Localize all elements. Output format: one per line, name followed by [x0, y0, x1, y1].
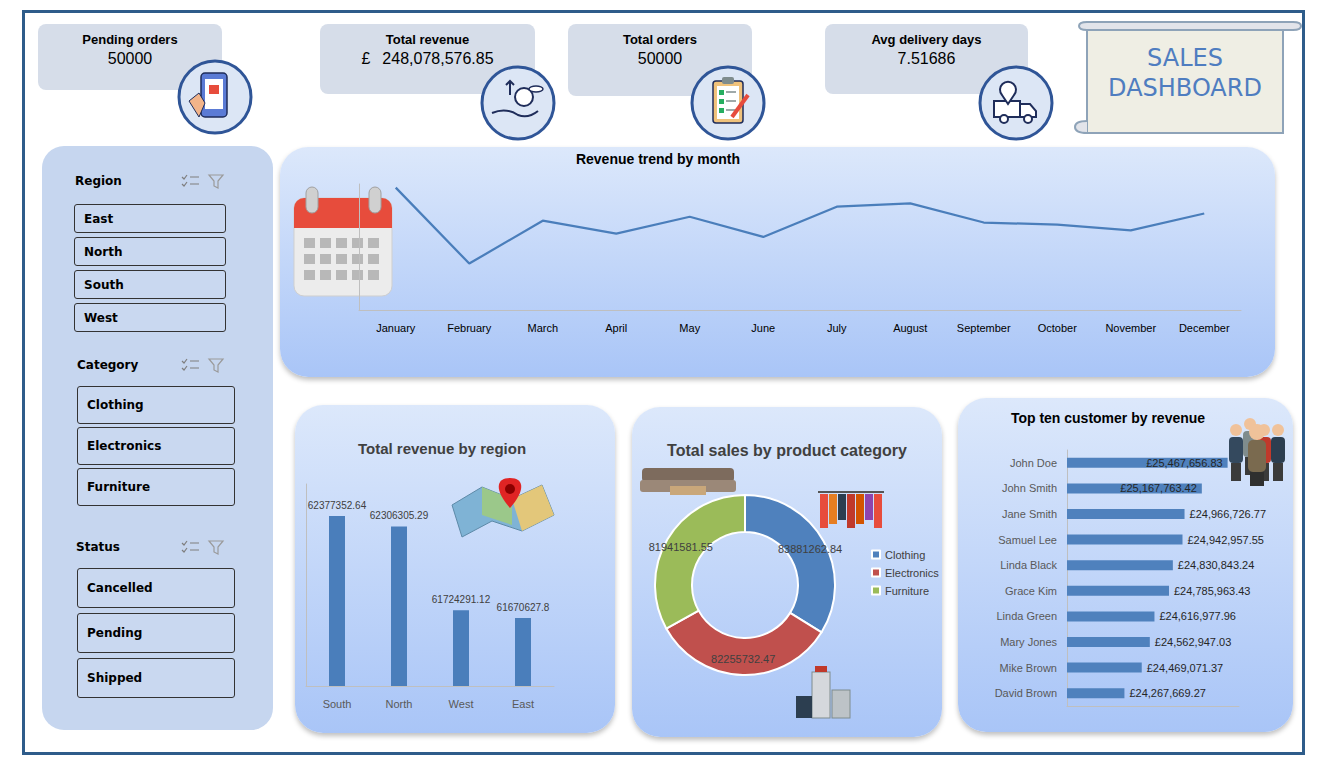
svg-text:July: July — [827, 322, 847, 334]
html-text:Status: Status — [76, 540, 120, 554]
svg-text:Jane Smith: Jane Smith — [1002, 508, 1057, 520]
html-text:West: West — [84, 310, 118, 325]
svg-text:East: East — [512, 698, 534, 710]
html-text:Electronics: Electronics — [87, 439, 162, 453]
svg-text:81941581.55: 81941581.55 — [649, 541, 713, 553]
svg-text:Clothing: Clothing — [885, 549, 925, 561]
svg-text:December: December — [1179, 322, 1230, 334]
html-text:Revenue trend by month: Revenue trend by month — [575, 151, 741, 167]
svg-text:82255732.47: 82255732.47 — [711, 653, 775, 665]
svg-text:£24,562,947.03: £24,562,947.03 — [1155, 636, 1231, 648]
html-text:East: East — [84, 211, 114, 226]
html-text:Total orders: Total orders — [622, 32, 698, 47]
svg-text:November: November — [1105, 322, 1156, 334]
svg-text:West: West — [449, 698, 474, 710]
html-text:Shipped: Shipped — [87, 671, 143, 685]
svg-text:83881262.84: 83881262.84 — [778, 543, 842, 555]
svg-text:May: May — [679, 322, 700, 334]
svg-text:David Brown: David Brown — [995, 687, 1057, 699]
svg-text:Linda Green: Linda Green — [996, 610, 1057, 622]
svg-text:North: North — [386, 698, 413, 710]
html-text:Total revenue: Total revenue — [385, 32, 470, 47]
html-text:Category: Category — [77, 358, 139, 372]
html-text:50000: 50000 — [637, 50, 683, 67]
html-text:Top ten customer by revenue: Top ten customer by revenue — [1010, 410, 1206, 426]
svg-text:Electronics: Electronics — [885, 567, 939, 579]
svg-text:October: October — [1038, 322, 1077, 334]
svg-text:£24,469,071.37: £24,469,071.37 — [1147, 662, 1223, 674]
svg-text:John Smith: John Smith — [1002, 482, 1057, 494]
svg-text:Furniture: Furniture — [885, 585, 929, 597]
html-text:Pending: Pending — [87, 626, 143, 640]
svg-text:£25,467,656.83: £25,467,656.83 — [1146, 457, 1222, 469]
html-text:Clothing: Clothing — [87, 398, 144, 412]
html-text:Total sales by product categor: Total sales by product category — [667, 442, 907, 459]
svg-text:April: April — [605, 322, 627, 334]
svg-text:£24,616,977.96: £24,616,977.96 — [1159, 610, 1235, 622]
svg-text:John Doe: John Doe — [1010, 457, 1057, 469]
html-text:Furniture: Furniture — [87, 480, 151, 494]
html-text:Avg delivery days: Avg delivery days — [871, 32, 982, 47]
html-text:Total revenue by region: Total revenue by region — [358, 440, 526, 457]
svg-text:Samuel Lee: Samuel Lee — [998, 534, 1057, 546]
svg-text:South: South — [323, 698, 352, 710]
html-text:Region: Region — [75, 174, 122, 188]
svg-text:September: September — [957, 322, 1011, 334]
svg-text:£25,167,763.42: £25,167,763.42 — [1120, 482, 1196, 494]
svg-text:62377352.64: 62377352.64 — [308, 500, 367, 511]
html-text:SALES DASHBOARD: SALES DASHBOARD — [1108, 44, 1262, 102]
html-text:North: North — [84, 244, 123, 259]
html-text:50000: 50000 — [107, 50, 153, 67]
html-text:Cancelled: Cancelled — [87, 581, 153, 595]
svg-text:£24,267,669.27: £24,267,669.27 — [1129, 687, 1205, 699]
svg-text:62306305.29: 62306305.29 — [370, 510, 429, 521]
svg-text:61724291.12: 61724291.12 — [432, 594, 491, 605]
svg-text:Mike Brown: Mike Brown — [1000, 662, 1057, 674]
svg-text:March: March — [527, 322, 558, 334]
svg-text:61670627.8: 61670627.8 — [497, 602, 550, 613]
html-text:248,078,576.85: 248,078,576.85 — [382, 50, 494, 67]
svg-text:£24,966,726.77: £24,966,726.77 — [1190, 508, 1266, 520]
svg-text:£24,830,843.24: £24,830,843.24 — [1178, 559, 1254, 571]
svg-text:£24,942,957.55: £24,942,957.55 — [1187, 534, 1263, 546]
svg-text:Linda Black: Linda Black — [1000, 559, 1057, 571]
html-text:7.51686: 7.51686 — [897, 50, 956, 67]
html-text:Pending orders: Pending orders — [82, 32, 178, 47]
svg-text:£24,785,963.43: £24,785,963.43 — [1174, 585, 1250, 597]
svg-text:June: June — [751, 322, 775, 334]
svg-text:January: January — [376, 322, 416, 334]
svg-text:August: August — [893, 322, 927, 334]
html-text:South: South — [84, 277, 124, 292]
svg-text:February: February — [447, 322, 492, 334]
svg-text:Mary Jones: Mary Jones — [1000, 636, 1057, 648]
svg-text:Grace Kim: Grace Kim — [1005, 585, 1057, 597]
